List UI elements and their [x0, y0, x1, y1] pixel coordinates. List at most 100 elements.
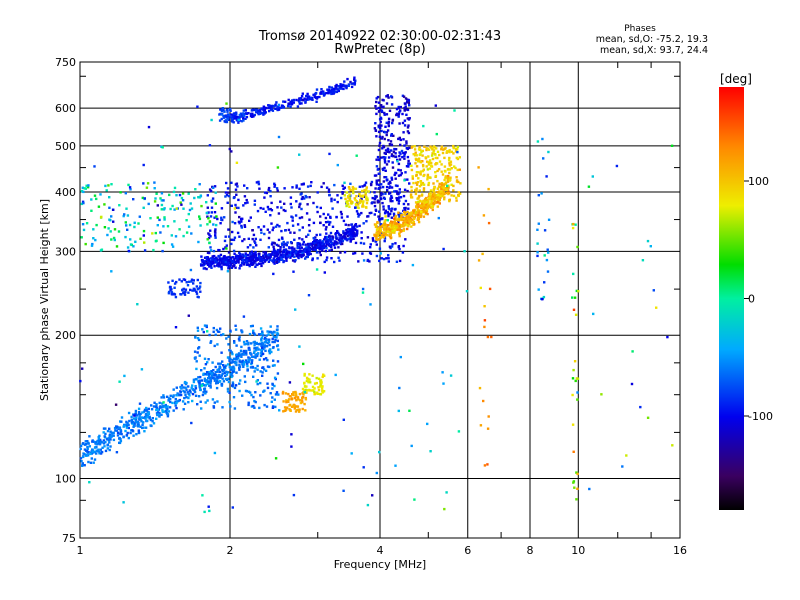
scatter-point	[163, 218, 166, 221]
f-layer-o-point	[232, 238, 236, 242]
f-layer-o-point	[311, 244, 314, 247]
scatter-point	[82, 228, 86, 232]
e-layer-point	[272, 359, 275, 362]
es-patch-point	[295, 394, 298, 397]
e-layer-point	[111, 431, 115, 435]
e-layer-point	[243, 361, 246, 364]
e-layer-point	[239, 349, 243, 352]
scatter-point	[576, 377, 580, 380]
scatter-point	[207, 505, 210, 508]
f-layer-x-point	[431, 157, 435, 161]
f-layer-o-point	[267, 260, 271, 263]
f-layer-o-point	[365, 220, 368, 223]
f-layer-o-point	[343, 186, 346, 189]
f-layer-x-point	[393, 219, 396, 222]
f-layer-o-point	[390, 196, 394, 199]
f-layer-o-point	[387, 212, 390, 216]
f-layer-x-point	[374, 235, 377, 238]
f-layer-x-point	[449, 163, 453, 166]
e-layer-point	[151, 417, 154, 420]
f-layer-o-point	[382, 145, 386, 149]
f-layer-o-point	[330, 248, 333, 251]
e-layer-point	[187, 396, 190, 400]
e-layer-point	[274, 405, 277, 409]
f-layer-x-point	[447, 189, 450, 192]
e-layer-point	[104, 440, 107, 444]
e-layer-point	[242, 365, 245, 368]
e-layer-point	[271, 337, 274, 341]
upper-f-point	[306, 98, 309, 101]
f-layer-o-point	[325, 186, 329, 189]
e-layer-point	[267, 349, 271, 353]
es-patch-point	[306, 389, 309, 392]
chart-title: Tromsø 20140922 02:30:00-02:31:43	[258, 29, 501, 44]
scatter-point	[142, 163, 145, 167]
f-layer-x-point	[438, 202, 441, 205]
f-layer-o-point	[259, 262, 263, 265]
f-layer-o-point	[339, 210, 343, 214]
f-layer-o-point	[398, 188, 401, 191]
e-layer-point	[146, 414, 149, 418]
f-layer-o-point	[375, 135, 378, 138]
e-layer-point	[235, 355, 238, 358]
scatter-point	[94, 238, 97, 242]
e-layer-point	[273, 340, 276, 344]
f-layer-x-point	[417, 211, 421, 214]
f-layer-o-point	[354, 228, 357, 232]
f-layer-o-point	[374, 174, 378, 177]
scatter-point	[178, 193, 182, 197]
e-layer-point	[257, 352, 260, 355]
upper-f-point	[255, 108, 258, 111]
f-layer-o-point	[267, 246, 270, 249]
f-layer-o-point	[318, 247, 321, 250]
e-layer-point	[234, 328, 238, 331]
scatter-point	[487, 187, 490, 191]
e-layer-point	[251, 365, 254, 369]
f-layer-o-point	[259, 259, 262, 262]
scatter-point	[174, 326, 178, 329]
f-layer-x-point	[415, 183, 419, 186]
f-layer-x-point	[450, 150, 454, 153]
f-layer-o-point	[375, 107, 378, 110]
scatter-point	[572, 222, 575, 226]
scatter-point	[350, 452, 353, 455]
f-layer-x-point	[430, 154, 434, 157]
f-layer-o-point	[249, 243, 252, 247]
scatter-point	[185, 219, 188, 222]
scatter-point	[208, 144, 212, 147]
f-layer-o-point	[397, 220, 400, 224]
f-layer-x-point	[434, 156, 438, 160]
scatter-point	[138, 215, 141, 218]
f-layer-o-point	[387, 96, 390, 99]
f-layer-x-point	[377, 234, 380, 237]
upper-f-point	[314, 91, 318, 95]
e-layer-point	[222, 333, 225, 336]
e-layer-point	[133, 422, 136, 425]
f-layer-x-point	[352, 191, 355, 195]
e-layer-point	[178, 398, 181, 402]
scatter-point	[457, 430, 461, 433]
f-layer-o-point	[293, 247, 296, 250]
f-layer-o-point	[300, 183, 303, 186]
e-layer-point	[155, 408, 158, 412]
f-layer-o-point	[407, 163, 410, 166]
f-layer-o-point	[279, 250, 282, 254]
scatter-point	[199, 224, 202, 227]
f-layer-x-point	[411, 177, 414, 180]
e-layer-point	[256, 354, 259, 358]
f1-cusp-point	[169, 289, 172, 292]
f-layer-x-point	[417, 171, 420, 174]
f-layer-x-point	[393, 229, 397, 232]
upper-f-point	[318, 95, 321, 99]
f-layer-x-point	[452, 194, 456, 198]
e-layer-point	[194, 387, 198, 390]
e-layer-point	[184, 393, 187, 397]
f-layer-o-point	[279, 253, 282, 257]
scatter-point	[160, 199, 163, 202]
f-layer-o-point	[264, 252, 267, 255]
e-layer-point	[135, 433, 138, 436]
scatter-point	[205, 201, 208, 204]
f-layer-o-point	[383, 176, 386, 179]
upper-f-point	[287, 102, 290, 105]
f-layer-o-point	[328, 223, 331, 226]
